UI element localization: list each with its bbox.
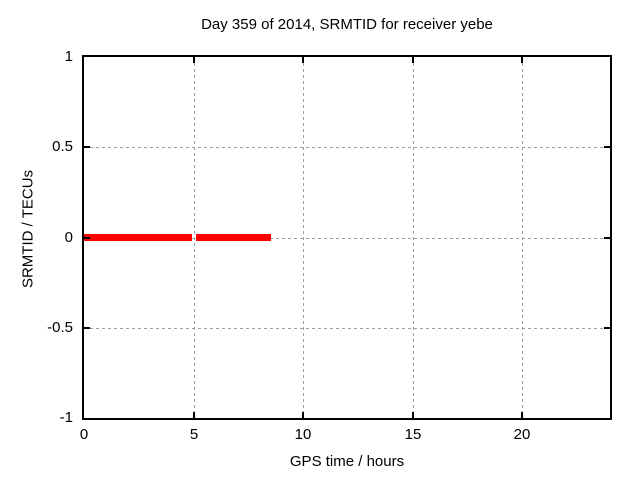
x-axis-label: GPS time / hours xyxy=(289,453,405,470)
gridline-y-0.5 xyxy=(84,147,610,148)
gridline-x-15 xyxy=(413,57,414,418)
y-tick-left-0.5 xyxy=(84,146,90,148)
gridline-y-0 xyxy=(84,238,610,239)
gridline-x-5 xyxy=(194,57,195,418)
y-tick-label--0.5: -0.5 xyxy=(47,319,73,336)
y-tick-label--1: -1 xyxy=(59,409,73,426)
gridline-x-20 xyxy=(522,57,523,418)
y-tick-right-0.5 xyxy=(604,146,610,148)
x-tick-bottom-15 xyxy=(412,412,414,418)
y-tick-right-0 xyxy=(604,237,610,239)
series-srmtid-segment-0 xyxy=(84,234,192,241)
gridline-y--0.5 xyxy=(84,328,610,329)
x-tick-label-20: 20 xyxy=(513,426,531,443)
x-tick-bottom-10 xyxy=(302,412,304,418)
x-tick-label-15: 15 xyxy=(404,426,422,443)
x-tick-top-20 xyxy=(521,57,523,63)
x-tick-label-10: 10 xyxy=(294,426,312,443)
x-tick-bottom-5 xyxy=(193,412,195,418)
y-tick-label-1: 1 xyxy=(64,48,73,65)
gridline-x-10 xyxy=(303,57,304,418)
x-tick-top-15 xyxy=(412,57,414,63)
y-tick-label-0: 0 xyxy=(64,229,73,246)
series-srmtid-segment-1 xyxy=(196,234,271,241)
x-tick-bottom-20 xyxy=(521,412,523,418)
y-tick-right--0.5 xyxy=(604,327,610,329)
x-tick-top-5 xyxy=(193,57,195,63)
plot-border xyxy=(82,55,612,420)
x-tick-top-10 xyxy=(302,57,304,63)
y-tick-left--0.5 xyxy=(84,327,90,329)
x-tick-label-0: 0 xyxy=(79,426,89,443)
plot-area xyxy=(84,57,610,418)
x-tick-label-5: 5 xyxy=(189,426,199,443)
y-tick-label-0.5: 0.5 xyxy=(52,138,73,155)
y-tick-left-0 xyxy=(84,237,90,239)
chart-title: Day 359 of 2014, SRMTID for receiver yeb… xyxy=(201,16,493,33)
